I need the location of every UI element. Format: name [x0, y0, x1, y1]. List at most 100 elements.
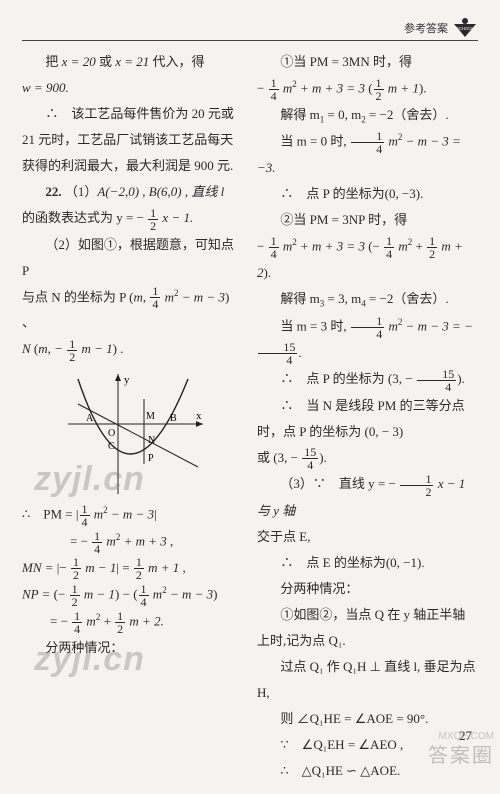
text: + — [416, 239, 423, 254]
math: x − 1. — [162, 210, 193, 225]
text: − — [58, 586, 65, 601]
fraction: 14 — [269, 77, 279, 102]
text-line: 与点 N 的坐标为 P (m, 14 m2 − m − 3) 、 — [22, 284, 243, 337]
svg-text:SCHOOL: SCHOOL — [456, 26, 474, 31]
text-line: − 14 m2 + m + 3 = 3 (12 m + 1). — [257, 75, 478, 102]
axis-label: x — [196, 410, 202, 422]
left-column: 把 x = 20 或 x = 21 代入，得 w = 900. ∴ 该工艺品每件… — [22, 49, 243, 784]
math: m — [106, 533, 115, 548]
text: − — [59, 560, 66, 575]
math: + m + 3 = 3 — [297, 239, 365, 254]
text-line: 的函数表达式为 y = − 12 x − 1. — [22, 205, 243, 232]
text: 3, − — [278, 450, 298, 465]
text: − — [373, 239, 380, 254]
text-line: ①当 PM = 3MN 时，得 — [257, 49, 478, 75]
school-badge-icon: SCHOOL — [452, 18, 478, 38]
text-line: （3）∵ 直线 y = − 12 x − 1 与 y 轴 — [257, 471, 478, 524]
math: x = 20 — [62, 54, 96, 69]
text-line: ∴ 该工艺品每件售价为 20 元或 21 元时，工艺品厂试销该工艺品每天获得的利… — [22, 101, 243, 179]
fraction: 154 — [302, 446, 318, 471]
math: m + 1 , — [148, 560, 186, 575]
text-line: 解得 m3 = 3, m4 = −2（舍去）. — [257, 286, 478, 313]
math: m — [165, 289, 174, 304]
text: ∴ PM = — [22, 506, 73, 521]
text: + — [104, 613, 111, 628]
text-line: 交于点 E, — [257, 524, 478, 550]
fraction: 154 — [258, 341, 297, 366]
math: m — [153, 586, 162, 601]
text-line: ∴ 点 E 的坐标为(0, −1). — [257, 550, 478, 576]
text-line: = − 14 m2 + 12 m + 2. — [22, 608, 243, 635]
fraction: 14 — [150, 285, 160, 310]
text-line: 当 m = 3 时, 14 m2 − m − 3 = − 154. — [257, 313, 478, 366]
text-line: ②当 PM = 3NP 时，得 — [257, 207, 478, 233]
math: N — [22, 341, 31, 356]
text-line: 过点 Q₁ 作 Q₁H ⊥ 直线 l, 垂足为点 H, — [257, 654, 478, 706]
math: w = 900. — [22, 80, 69, 95]
text-line: 解得 m1 = 0, m2 = −2（舍去）. — [257, 102, 478, 129]
text: 与点 N 的坐标为 P — [22, 289, 126, 304]
text: 把 — [45, 54, 61, 69]
math: m + 2. — [129, 613, 163, 628]
text-line: ∴ 当 N 是线段 PM 的三等分点时，点 P 的坐标为 (0, − 3) — [257, 393, 478, 445]
fraction: 14 — [351, 315, 384, 340]
text-line: 或 (3, − 154). — [257, 445, 478, 472]
question-number: 22. — [45, 184, 61, 199]
fraction: 14 — [80, 503, 90, 528]
text: = − — [50, 613, 68, 628]
text-line: 分两种情况： — [22, 635, 243, 661]
text-line: − 14 m2 + m + 3 = 3 (− 14 m2 + 12 m + 2)… — [257, 233, 478, 286]
text-line: 把 x = 20 或 x = 21 代入，得 — [22, 49, 243, 75]
right-column: ①当 PM = 3MN 时，得 − 14 m2 + m + 3 = 3 (12 … — [257, 49, 478, 784]
text: 3, − — [392, 371, 412, 386]
text-line: = − 14 m2 + m + 3 , — [22, 528, 243, 555]
point-label: N — [148, 435, 155, 446]
fraction: 14 — [139, 583, 149, 608]
fraction: 12 — [70, 583, 80, 608]
fraction: 14 — [384, 235, 394, 260]
math: MN = — [22, 560, 54, 575]
math: m — [94, 506, 103, 521]
content-columns: 把 x = 20 或 x = 21 代入，得 w = 900. ∴ 该工艺品每件… — [22, 49, 478, 784]
point-label: B — [170, 413, 177, 424]
page: 参考答案 SCHOOL 把 x = 20 或 x = 21 代入，得 w = 9… — [0, 0, 500, 794]
math: + m + 3 , — [120, 533, 173, 548]
fraction: 12 — [71, 556, 81, 581]
fraction: 12 — [134, 556, 144, 581]
text: （3）∵ 直线 y = − — [280, 476, 395, 491]
math: m − 1 — [81, 341, 112, 356]
math: m, — [133, 289, 149, 304]
fraction: 14 — [269, 235, 279, 260]
text-line: NP = (− 12 m − 1) − (14 m2 − m − 3) — [22, 581, 243, 608]
math: − m − 3 = − — [402, 318, 472, 333]
fraction: 14 — [92, 530, 102, 555]
text: ∴ 点 P 的坐标为 — [280, 371, 384, 386]
fraction: 14 — [351, 130, 384, 155]
math: m — [283, 80, 292, 95]
math: − m − 3 — [179, 289, 225, 304]
math: m − 1 — [84, 586, 115, 601]
math: m — [398, 239, 407, 254]
math: − m − 3 — [167, 586, 213, 601]
math: − m − 3 — [108, 506, 154, 521]
text-line: ∴ 点 P 的坐标为 (3, − 154). — [257, 366, 478, 393]
text: − — [257, 239, 264, 254]
math: x = 21 — [115, 54, 149, 69]
text-line: MN = |− 12 m − 1| = 12 m + 1 , — [22, 555, 243, 582]
text: = 3, m — [324, 291, 361, 306]
fraction: 12 — [148, 207, 158, 232]
fraction: 12 — [427, 235, 437, 260]
text: = −2（舍去）. — [366, 291, 449, 306]
fraction: 154 — [417, 368, 456, 393]
text-line: w = 900. — [22, 75, 243, 101]
math: A(−2,0) , B(6,0) , 直线 l — [97, 184, 224, 199]
text-line: ∴ 点 P 的坐标为(0, −3). — [257, 181, 478, 207]
fraction: 12 — [67, 338, 77, 363]
text-line: 当 m = 0 时, 14 m2 − m − 3 = −3. — [257, 128, 478, 181]
fraction: 12 — [115, 610, 125, 635]
header-title: 参考答案 — [404, 20, 448, 36]
parabola-diagram: y x O A B C M N P — [58, 369, 208, 499]
math: NP = — [22, 586, 50, 601]
point-label: M — [146, 411, 155, 422]
text-line: ①如图②，当点 Q 在 y 轴正半轴上时,记为点 Q₁. — [257, 602, 478, 654]
